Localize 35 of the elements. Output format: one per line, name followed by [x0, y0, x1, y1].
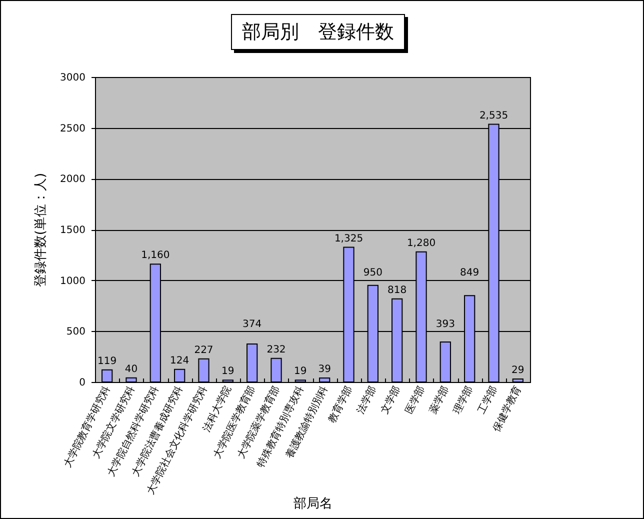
y-tick-label: 500	[66, 326, 86, 338]
y-tick-label: 1000	[60, 276, 86, 287]
x-tick-label: 工学部	[475, 384, 500, 416]
data-label: 1,160	[141, 250, 170, 262]
y-tick-label: 2000	[60, 174, 86, 186]
data-label: 227	[194, 344, 214, 356]
data-label: 393	[436, 319, 455, 330]
y-tick-label: 1500	[60, 225, 86, 236]
data-label: 39	[318, 364, 331, 376]
y-axis-title: 登録件数(単位：人)	[34, 172, 48, 288]
data-label: 29	[512, 365, 524, 376]
data-label: 849	[460, 268, 480, 279]
x-tick-label: 法学部	[354, 384, 379, 416]
data-label: 950	[363, 267, 382, 278]
data-label: 1,280	[406, 238, 436, 249]
data-label: 19	[294, 366, 307, 378]
y-tick-label: 2500	[60, 123, 86, 134]
data-label: 40	[124, 364, 138, 375]
data-label: 232	[266, 344, 286, 356]
y-tick-label: 0	[79, 378, 86, 388]
data-label: 2,535	[479, 110, 508, 122]
x-tick-label: 医学部	[402, 384, 428, 416]
x-tick-label: 理学部	[451, 384, 476, 416]
data-label: 119	[98, 356, 117, 367]
x-axis-title: 部局名	[294, 496, 332, 512]
data-label: 1,325	[334, 233, 364, 244]
y-tick-label: 3000	[60, 72, 86, 84]
data-label: 374	[242, 318, 262, 330]
data-label: 818	[388, 284, 407, 296]
x-tick-label: 文学部	[378, 384, 403, 416]
x-tick-label: 薬学部	[426, 384, 452, 416]
data-label: 19	[222, 366, 234, 378]
data-label: 124	[170, 355, 190, 366]
chart-title: 部局別 登録件数	[231, 14, 405, 50]
x-tick-label: 教育学部	[326, 384, 355, 425]
